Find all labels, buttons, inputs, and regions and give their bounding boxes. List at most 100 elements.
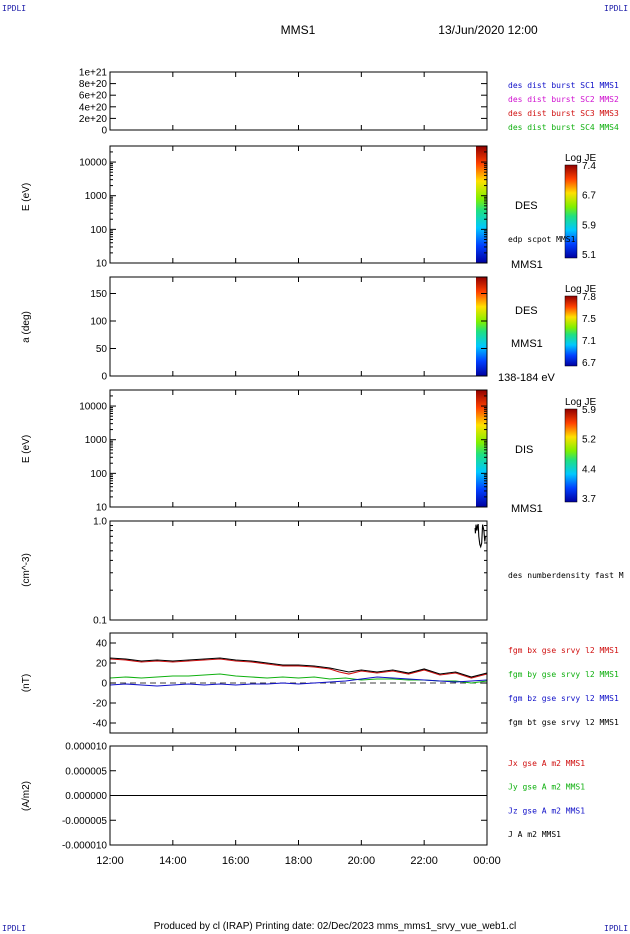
- dist_burst-legend-entry: des dist burst SC4 MMS4: [508, 123, 619, 132]
- current-ytick-label: 0.000005: [65, 766, 107, 777]
- des_pitch-colorbar-tick: 7.8: [582, 292, 596, 303]
- current-ytick-label: 0.000010: [65, 742, 107, 753]
- des_energy-colorbar-tick: 5.9: [582, 220, 596, 231]
- dist_burst-ytick-label: 1e+21: [79, 68, 108, 79]
- time-tick-label: 16:00: [222, 855, 250, 867]
- dis_energy-colorbar-tick: 3.7: [582, 494, 596, 505]
- des_pitch-ylabel: a (deg): [21, 311, 32, 343]
- fgm-legend-entry: fgm bx gse srvy l2 MMS1: [508, 646, 619, 655]
- dist_burst-legend-entry: des dist burst SC2 MMS2: [508, 95, 619, 104]
- panel-des_energy: Log JE7.4 6.7 5.9 5.1 DES edp scpot MMS1 MMS1 1…: [21, 145, 596, 271]
- fgm-series-line: [109, 673, 488, 684]
- des_pitch-colorbar-tick: 7.1: [582, 336, 596, 347]
- dis_energy-frame: [109, 389, 488, 508]
- dist_burst-legend-entry: des dist burst SC3 MMS3: [508, 109, 619, 118]
- des_energy-ylabel: E (eV): [21, 183, 32, 211]
- panel-fgm: fgm bx gse srvy l2 MMS1 fgm by gse srvy l…: [21, 632, 619, 734]
- current-ytick-label: 0.000000: [65, 791, 107, 802]
- dis_energy-colorbar-tick: 5.2: [582, 435, 596, 446]
- fgm-ytick-label: 40: [96, 639, 108, 650]
- dis_energy-colorbar-tick: 4.4: [582, 464, 596, 475]
- des_pitch-ytick-label: 0: [101, 372, 107, 383]
- des_pitch-colorbar-tick: 7.5: [582, 314, 596, 325]
- des_energy-frame: [109, 145, 488, 264]
- fgm-legend-entry: fgm by gse srvy l2 MMS1: [508, 670, 619, 679]
- des_energy-instrument-label: DES: [515, 200, 538, 212]
- fgm-ytick-label: -20: [93, 699, 108, 710]
- dist_burst-frame: [109, 71, 488, 131]
- des_energy-colorbar-tick: 5.1: [582, 250, 596, 261]
- panel-current: Jx gse A m2 MMS1 Jy gse A m2 MMS1 Jz gse A…: [21, 742, 585, 852]
- dist_burst-ytick-label: 4e+20: [79, 102, 108, 113]
- des_energy-spectrogram: [476, 146, 487, 263]
- density-series-line: [474, 523, 486, 549]
- dis_energy-ytick-label: 10: [96, 503, 108, 514]
- dis_energy-ytick-label: 1000: [85, 435, 108, 446]
- time-axis: 12:00 14:00 16:00 18:00 20:00 22:00 00:00: [96, 855, 501, 867]
- current-legend-entry: Jz gse A m2 MMS1: [508, 806, 585, 815]
- fgm-legend-entry: fgm bt gse srvy l2 MMS1: [508, 718, 619, 727]
- des_energy-ytick-label: 1000: [85, 191, 108, 202]
- current-legend-entry: J A m2 MMS1: [508, 830, 561, 839]
- des_energy-extra-label: edp scpot MMS1: [508, 235, 576, 244]
- dis_energy-ytick-label: 100: [90, 469, 107, 480]
- current-legend-entry: Jx gse A m2 MMS1: [508, 759, 585, 768]
- des_pitch-frame: [109, 276, 488, 377]
- dist_burst-ytick-label: 2e+20: [79, 114, 108, 125]
- header-title: MMS1: [281, 23, 316, 37]
- des_energy-colorbar: [564, 164, 578, 259]
- fgm-series-line: [109, 658, 488, 679]
- des_pitch-ytick-label: 100: [90, 317, 107, 328]
- panel-des_pitch: Log JE7.8 7.5 7.1 6.7 DES MMS1 138-184 eV 150 10…: [21, 276, 596, 384]
- des_pitch-sub-label: MMS1: [511, 338, 543, 350]
- time-tick-label: 00:00: [473, 855, 501, 867]
- fgm-ytick-label: 20: [96, 659, 108, 670]
- panel-dist_burst: des dist burst SC1 MMS1 des dist burst SC…: [79, 68, 619, 137]
- dis_energy-instrument-label: DIS: [515, 444, 533, 456]
- current-ytick-label: -0.000010: [62, 841, 107, 852]
- corner-label-top-left: IPDLI: [2, 4, 27, 13]
- des_energy-ytick-label: 10: [96, 259, 108, 270]
- density-legend-entry: des numberdensity fast M: [508, 571, 624, 580]
- des_energy-bottom-label: MMS1: [511, 259, 543, 271]
- time-tick-label: 20:00: [348, 855, 376, 867]
- des_pitch-ytick-label: 150: [90, 289, 107, 300]
- des_pitch-colorbar-tick: 6.7: [582, 358, 596, 369]
- panel-density: des numberdensity fast M 1.0 0.1 (cm^-3): [21, 517, 624, 627]
- corner-label-bottom-left: IPDLI: [2, 924, 27, 933]
- dis_energy-ylabel: E (eV): [21, 435, 32, 463]
- dis_energy-bottom-label: MMS1: [511, 503, 543, 515]
- panels: des dist burst SC1 MMS1 des dist burst SC…: [21, 68, 624, 852]
- time-tick-label: 12:00: [96, 855, 124, 867]
- des_pitch-instrument-label: DES: [515, 305, 538, 317]
- corner-label-bottom-right: IPDLI: [604, 924, 629, 933]
- time-tick-label: 22:00: [410, 855, 438, 867]
- density-frame: [109, 520, 488, 621]
- des_pitch-spectrogram: [476, 277, 487, 376]
- dis_energy-colorbar-tick: 5.9: [582, 405, 596, 416]
- dis_energy-colorbar: [564, 408, 578, 503]
- current-legend-entry: Jy gse A m2 MMS1: [508, 783, 585, 792]
- current-ytick-label: -0.000005: [62, 816, 107, 827]
- density-ytick-label: 0.1: [93, 616, 107, 627]
- fgm-ytick-label: -40: [93, 719, 108, 730]
- dist_burst-legend-entry: des dist burst SC1 MMS1: [508, 81, 619, 90]
- des_energy-ytick-label: 10000: [79, 158, 107, 169]
- dist_burst-ytick-label: 0: [101, 126, 107, 137]
- current-ylabel: (A/m2): [21, 781, 32, 811]
- des_pitch-bottom-label: 138-184 eV: [498, 372, 556, 384]
- density-ytick-label: 1.0: [93, 517, 107, 528]
- des_energy-ytick-label: 100: [90, 225, 107, 236]
- des_energy-colorbar-title: Log JE: [565, 153, 596, 164]
- des_energy-colorbar-tick: 7.4: [582, 161, 596, 172]
- corner-label-top-right: IPDLI: [604, 4, 629, 13]
- dis_energy-spectrogram: [476, 390, 487, 507]
- dist_burst-ytick-label: 8e+20: [79, 79, 108, 90]
- des_pitch-colorbar-title: Log JE: [565, 284, 596, 295]
- fgm-series-line: [109, 676, 488, 687]
- time-tick-label: 14:00: [159, 855, 187, 867]
- fgm-series-line: [109, 657, 488, 678]
- fgm-ytick-label: 0: [101, 679, 107, 690]
- des_energy-colorbar-tick: 6.7: [582, 191, 596, 202]
